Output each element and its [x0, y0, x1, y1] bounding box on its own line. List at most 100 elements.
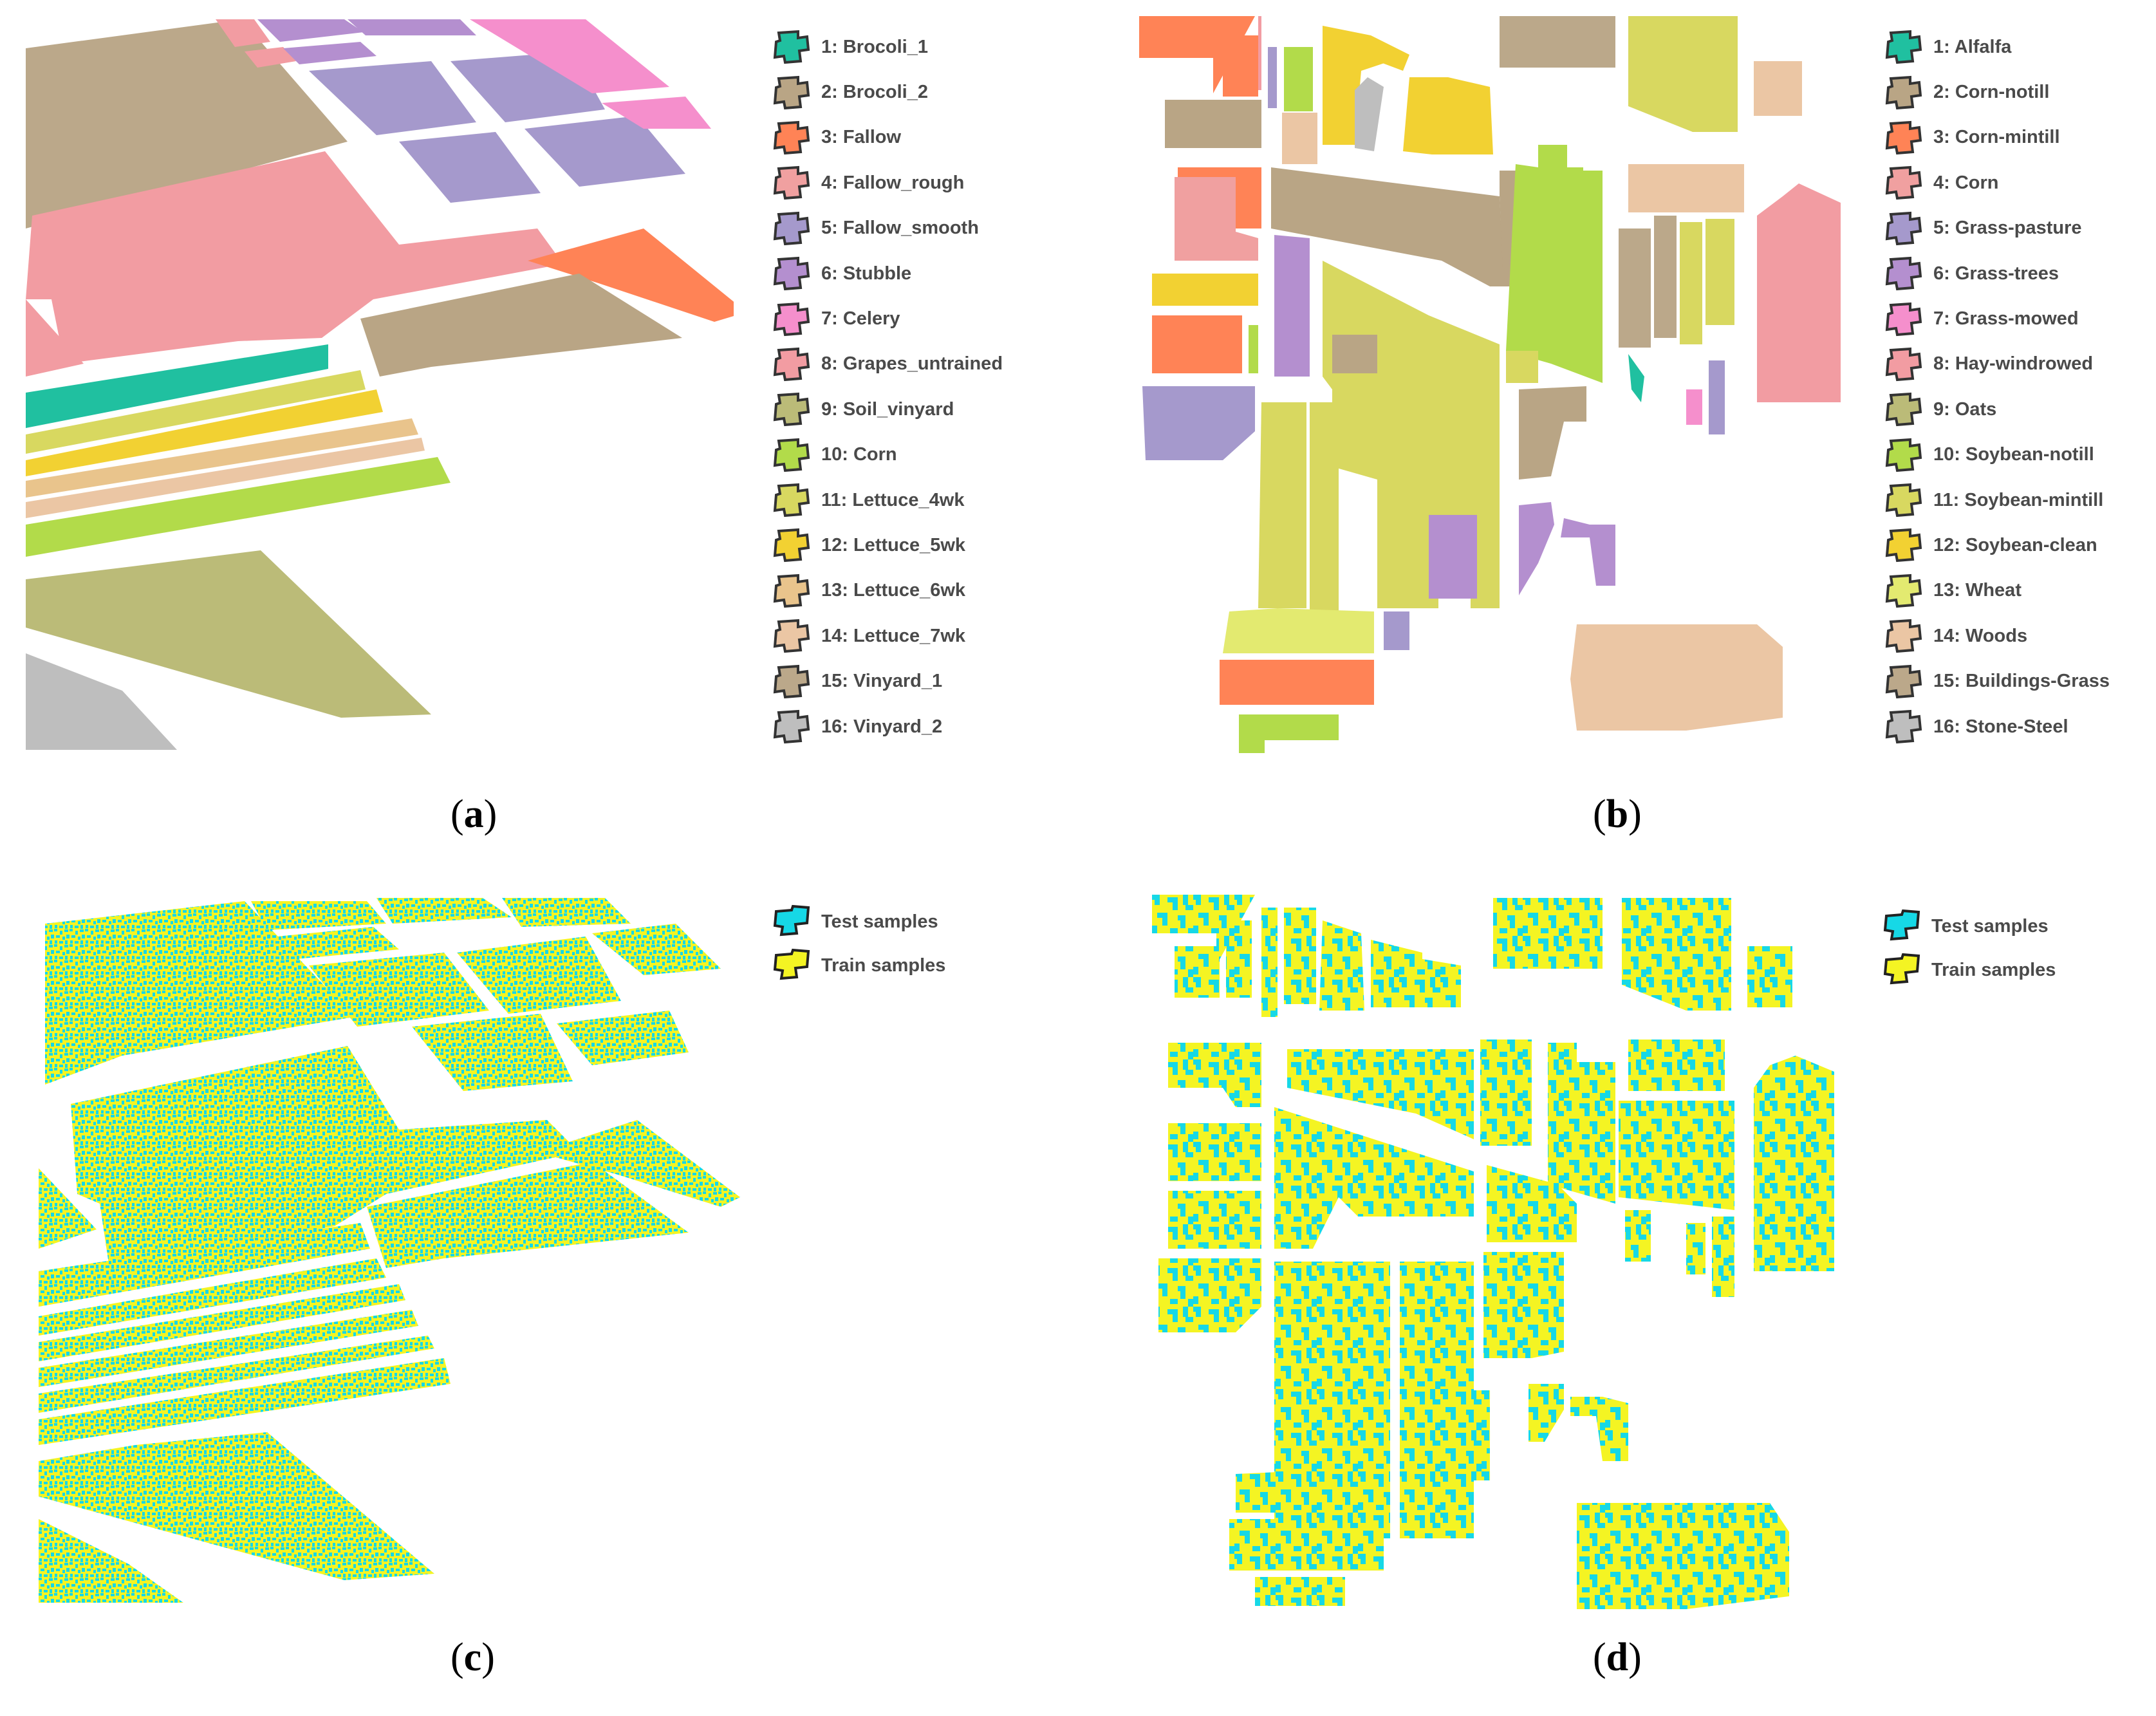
field-grass-pasture: [1142, 386, 1255, 460]
legend-item: Train samples: [1882, 948, 2056, 992]
legend-item: 13: Wheat: [1884, 568, 2110, 613]
legend-label: 7: Celery: [821, 308, 900, 330]
class-swatch-icon: [1885, 302, 1922, 336]
class-swatch-icon: [773, 709, 810, 744]
legend-label: 16: Stone-Steel: [1933, 716, 2068, 737]
caption-a: (a): [451, 792, 497, 836]
field-celery: [470, 19, 669, 93]
legend-item: 10: Soybean-notill: [1884, 433, 2110, 478]
legend-item: 13: Lettuce_6wk: [772, 568, 1003, 613]
class-swatch-icon: [773, 574, 810, 608]
legend-item: 5: Fallow_smooth: [772, 206, 1003, 251]
legend-item: 6: Grass-trees: [1884, 251, 2110, 296]
legend-label: Train samples: [821, 955, 946, 976]
panel-c-legend: Test samples Train samples: [772, 900, 945, 987]
field-hay-windrowed: [1757, 183, 1841, 402]
test-samples-swatch-icon: [1883, 909, 1920, 941]
class-swatch-icon: [773, 211, 810, 245]
class-swatch-icon: [773, 302, 810, 336]
legend-item: 10: Corn: [772, 433, 1003, 478]
class-swatch-icon: [773, 619, 810, 653]
field-soil-vinyard: [26, 550, 431, 718]
class-swatch-icon: [1885, 664, 1922, 698]
class-swatch-icon: [1885, 574, 1922, 608]
legend-label: 9: Oats: [1933, 398, 1997, 420]
legend-label: 2: Brocoli_2: [821, 82, 928, 103]
class-swatch-icon: [1885, 166, 1922, 200]
class-swatch-icon: [1885, 30, 1922, 64]
legend-item: 11: Soybean-mintill: [1884, 478, 2110, 523]
class-swatch-icon: [773, 664, 810, 698]
legend-label: 2: Corn-notill: [1933, 82, 2050, 103]
legend-item: 11: Lettuce_4wk: [772, 478, 1003, 523]
legend-label: 11: Lettuce_4wk: [821, 489, 965, 510]
legend-item: 15: Vinyard_1: [772, 658, 1003, 704]
legend-label: 5: Grass-pasture: [1933, 218, 2082, 239]
field-corn-notill: [1271, 167, 1557, 286]
legend-item: 1: Alfalfa: [1884, 24, 2110, 70]
field-buildings-grass: [1500, 16, 1615, 68]
class-swatch-icon: [1885, 528, 1922, 563]
class-swatch-icon: [1885, 75, 1922, 109]
legend-label: 8: Grapes_untrained: [821, 353, 1003, 375]
legend-label: 16: Vinyard_2: [821, 716, 943, 737]
class-swatch-icon: [1885, 257, 1922, 291]
legend-item: 2: Brocoli_2: [772, 70, 1003, 115]
caption-c: (c): [451, 1636, 495, 1679]
class-swatch-icon: [1885, 120, 1922, 155]
legend-item: Train samples: [772, 944, 945, 987]
panel-d-legend: Test samples Train samples: [1882, 904, 2056, 992]
legend-item: 3: Corn-mintill: [1884, 115, 2110, 160]
legend-item: 12: Soybean-clean: [1884, 523, 2110, 568]
legend-label: 13: Lettuce_6wk: [821, 580, 966, 601]
legend-item: 16: Stone-Steel: [1884, 704, 2110, 749]
legend-label: 4: Fallow_rough: [821, 172, 965, 193]
class-swatch-icon: [773, 528, 810, 563]
legend-item: 1: Brocoli_1: [772, 24, 1003, 70]
legend-label: 9: Soil_vinyard: [821, 398, 954, 420]
legend-label: 13: Wheat: [1933, 580, 2021, 601]
legend-label: 3: Corn-mintill: [1933, 127, 2060, 148]
field-brocoli-2: [360, 274, 682, 377]
legend-label: Test samples: [1931, 915, 2049, 937]
field-corn: [26, 457, 451, 557]
field-woods: [1570, 624, 1783, 731]
field-fallow-rough: [26, 19, 348, 228]
panel-a-legend: 1: Brocoli_1 2: Brocoli_2 3: Fallow 4: F…: [772, 24, 1003, 749]
legend-label: 1: Alfalfa: [1933, 36, 2012, 57]
field-soybean-clean: [1323, 26, 1390, 145]
legend-label: 1: Brocoli_1: [821, 36, 928, 57]
legend-item: 8: Hay-windrowed: [1884, 342, 2110, 387]
legend-label: 14: Lettuce_7wk: [821, 625, 966, 646]
panel-b-legend: 1: Alfalfa 2: Corn-notill 3: Corn-mintil…: [1884, 24, 2110, 749]
field-stubble: [257, 19, 364, 42]
class-swatch-icon: [1885, 393, 1922, 427]
class-swatch-icon: [1885, 211, 1922, 245]
panel-d-map: [1152, 895, 1834, 1609]
legend-item: Test samples: [1882, 904, 2056, 948]
legend-label: 12: Lettuce_5wk: [821, 534, 966, 555]
legend-item: 14: Woods: [1884, 613, 2110, 658]
legend-label: 15: Buildings-Grass: [1933, 671, 2110, 692]
field-vinyard-2: [26, 653, 177, 750]
class-swatch-icon: [1885, 347, 1922, 382]
class-swatch-icon: [1885, 438, 1922, 472]
legend-label: Test samples: [821, 911, 938, 932]
class-swatch-icon: [773, 438, 810, 472]
legend-label: 8: Hay-windrowed: [1933, 353, 2094, 375]
legend-item: 9: Oats: [1884, 387, 2110, 432]
test-samples-swatch-icon: [773, 904, 810, 937]
field-brocoli-1: [26, 344, 328, 428]
class-swatch-icon: [1885, 483, 1922, 518]
legend-item: 2: Corn-notill: [1884, 70, 2110, 115]
class-swatch-icon: [773, 30, 810, 64]
legend-item: 6: Stubble: [772, 251, 1003, 296]
legend-label: 10: Soybean-notill: [1933, 444, 2094, 465]
legend-label: 14: Woods: [1933, 625, 2028, 646]
class-swatch-icon: [773, 347, 810, 382]
legend-label: 11: Soybean-mintill: [1933, 489, 2104, 510]
field-grass-trees: [1429, 515, 1477, 599]
panel-b-map: [1139, 16, 1841, 753]
legend-item: 16: Vinyard_2: [772, 704, 1003, 749]
legend-label: 12: Soybean-clean: [1933, 534, 2097, 555]
